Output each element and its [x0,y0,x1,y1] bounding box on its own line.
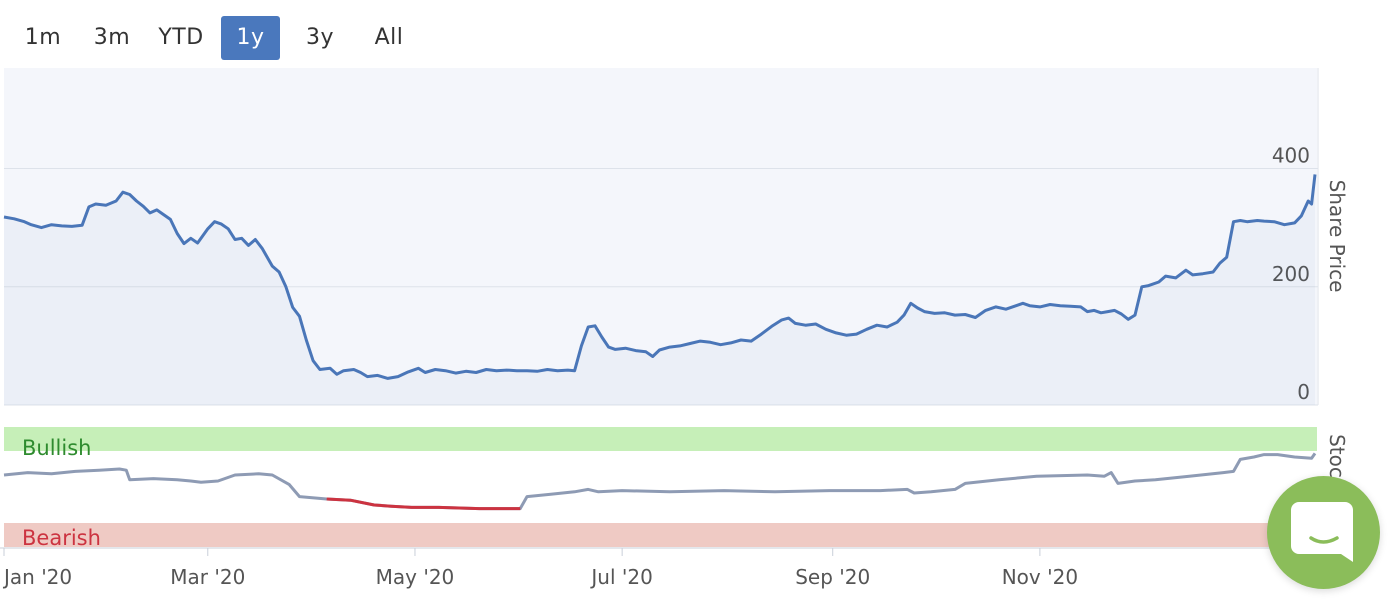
range-button-ytd[interactable]: YTD [158,25,204,50]
range-button-all[interactable]: All [374,25,404,50]
price-axis-title: Share Price [1325,180,1349,293]
bullish-label: Bullish [22,436,91,460]
price-grid [4,68,1319,406]
x-axis-ticks: Jan '20 Mar '20 May '20 Jul '20 Sep '20 Nov '… [2,548,1078,589]
price-y-tick-label: 400 [1272,144,1310,168]
indicator-line[interactable] [3,452,1317,511]
chat-widget-button[interactable] [1267,476,1380,589]
range-button-1m[interactable]: 1m [24,25,62,50]
x-tick-label: Jul '20 [589,565,652,589]
price-y-ticks: 0 200 400 [1272,144,1310,404]
range-button-3m[interactable]: 3m [93,25,131,50]
bearish-band [4,523,1317,547]
price-y-tick-label: 200 [1272,262,1310,286]
bearish-label: Bearish [22,526,101,550]
indicator-pane: Bullish Bearish Stoc [3,427,1349,550]
x-tick-label: Nov '20 [1002,565,1078,589]
x-tick-label: Jan '20 [2,565,72,589]
price-y-tick-label: 0 [1297,380,1310,404]
range-button-3y[interactable]: 3y [305,25,335,50]
price-area-fill [4,174,1315,405]
x-tick-label: Mar '20 [170,565,245,589]
range-button-1y[interactable]: 1y [221,16,280,60]
bullish-band [4,427,1317,451]
price-line[interactable] [3,174,1317,380]
x-tick-label: May '20 [376,565,455,589]
chat-bubble-icon [1291,502,1353,562]
x-tick-label: Sep '20 [795,565,870,589]
price-pane: 0 200 400 Share Price [3,68,1349,406]
indicator-axis-title: Stoc [1325,434,1349,478]
indicator-bearish-segment [326,497,521,511]
